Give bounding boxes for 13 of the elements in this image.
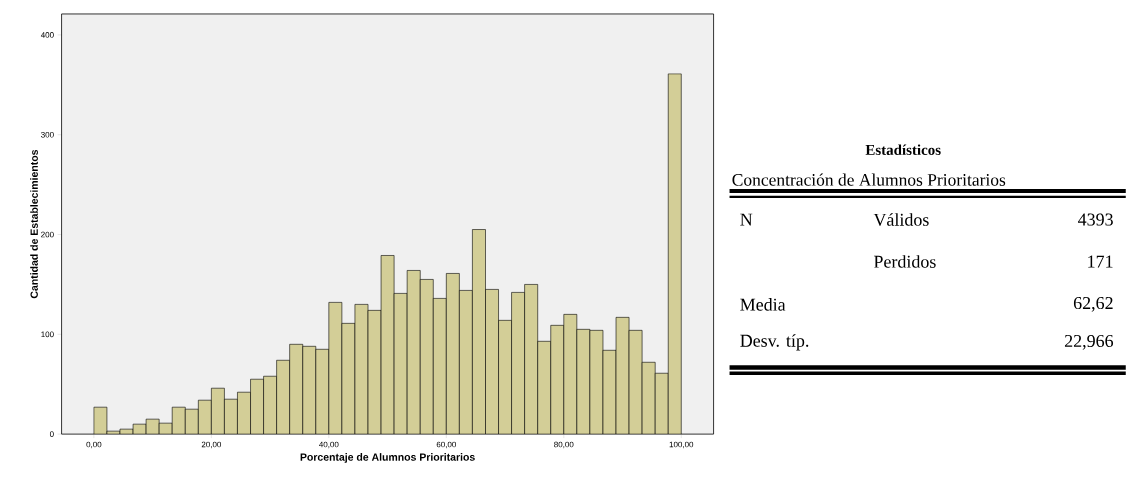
x-axis-title: Porcentaje de Alumnos Prioritarios (300, 453, 475, 463)
text: Concentración de Alumnos Prioritarios (732, 173, 1006, 186)
text: Estadísticos (865, 144, 941, 155)
text: 62,62 (1073, 297, 1113, 312)
text: Válidos (873, 213, 929, 226)
text: 22,966 (1064, 334, 1114, 350)
text: 4393 (1078, 213, 1113, 226)
text: Media (740, 298, 786, 311)
text: 171 (1088, 255, 1113, 268)
text: Perdidos (873, 255, 936, 268)
text: Desv. típ. (740, 334, 809, 351)
y-axis-title: Cantidad de Establecimientos (30, 149, 38, 299)
text: N (740, 213, 753, 226)
